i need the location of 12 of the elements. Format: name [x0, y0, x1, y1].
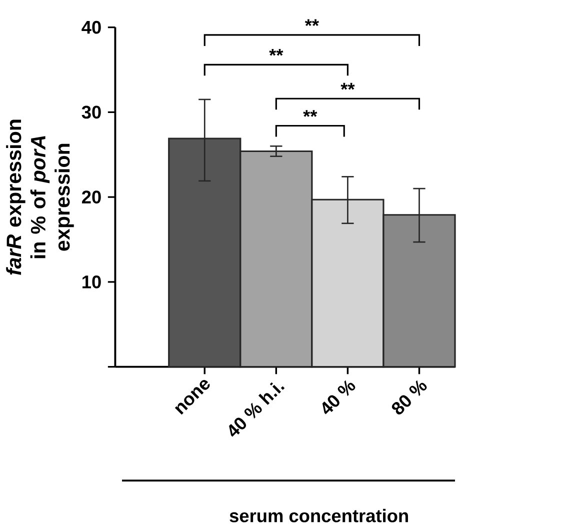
- annotation: **: [269, 48, 284, 56]
- x-axis-title: serum concentration: [230, 508, 408, 522]
- x-tick-label: 40 %: [322, 380, 356, 414]
- y-tick-label: 40: [82, 20, 101, 34]
- text: **: [304, 19, 319, 26]
- y-tick-label: 20: [82, 190, 101, 204]
- annotation: **: [303, 110, 318, 117]
- x-tick-label: 80 %: [392, 380, 427, 414]
- y-tick-label: 10: [82, 275, 101, 288]
- x-tick-label: 40 % h.i.: [229, 382, 285, 437]
- y-tick-label: 30: [82, 106, 101, 118]
- annotation: **: [340, 82, 355, 90]
